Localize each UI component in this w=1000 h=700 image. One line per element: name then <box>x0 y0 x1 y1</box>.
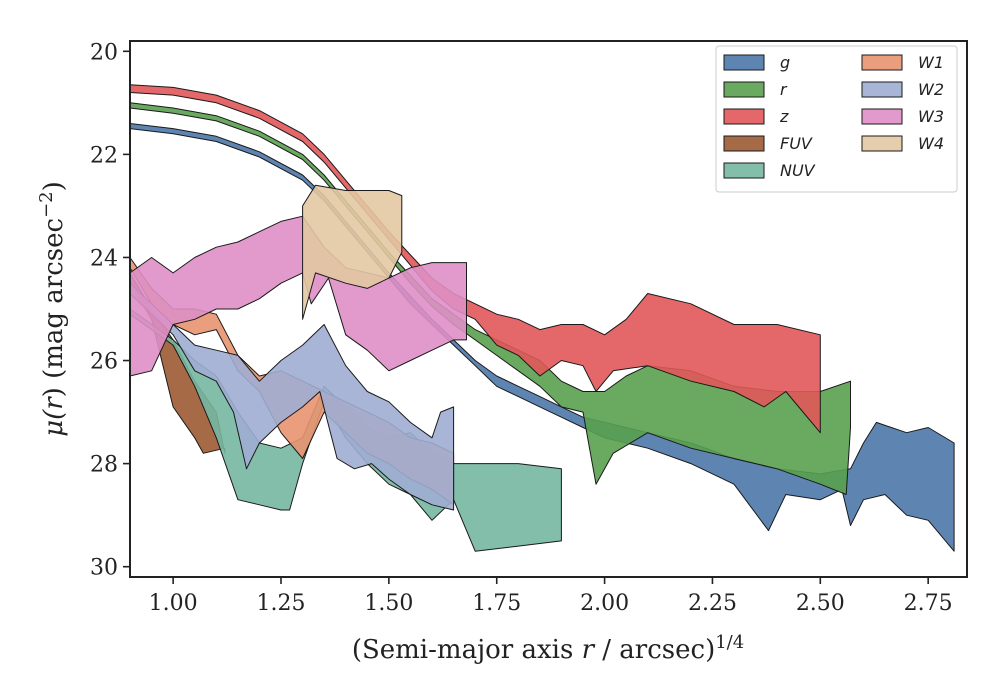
legend-label-w1: W1 <box>918 53 944 72</box>
y-axis: 20 22 24 26 28 30 <box>90 40 130 581</box>
x-axis: 1.00 1.25 1.50 1.75 2.00 2.25 2.50 2.75 <box>149 577 953 616</box>
y-tick-label: 28 <box>90 453 118 478</box>
x-tick-label: 2.00 <box>580 591 629 616</box>
legend-swatch-w4 <box>861 135 903 152</box>
band-w2 <box>129 282 455 511</box>
band-w4 <box>302 184 403 320</box>
legend-swatch-w2 <box>861 81 903 98</box>
x-tick-label: 1.50 <box>364 591 413 616</box>
legend-swatch-fuv <box>723 135 765 152</box>
legend-label-w4: W4 <box>918 134 944 153</box>
svg-text:μ(r) (mag arcsec−2): μ(r) (mag arcsec−2) <box>36 181 69 437</box>
y-tick-label: 30 <box>90 556 118 581</box>
x-tick-label: 1.75 <box>472 591 521 616</box>
y-tick-label: 26 <box>90 350 118 375</box>
legend-swatch-w1 <box>861 54 903 71</box>
legend-label-fuv: FUV <box>780 134 813 153</box>
legend-label-nuv: NUV <box>780 161 816 180</box>
x-tick-label: 1.25 <box>257 591 306 616</box>
legend: grz FUV NUV W1 W2 W3 W4 <box>715 45 958 193</box>
x-tick-label: 2.75 <box>904 591 953 616</box>
band-w3 <box>129 215 467 377</box>
legend-label-z: z <box>779 107 789 126</box>
x-axis-label: (Semi-major axis r / arcsec)1/4 <box>352 632 744 665</box>
legend-swatch-nuv <box>723 162 765 179</box>
legend-swatch-r <box>723 81 765 98</box>
legend-label-w3: W3 <box>918 107 944 126</box>
plot-frame <box>129 40 968 578</box>
legend-swatch-g <box>723 54 765 71</box>
y-tick-label: 20 <box>90 40 118 65</box>
plot-bands <box>129 84 955 552</box>
y-tick-label: 24 <box>90 246 118 271</box>
legend-swatch-w3 <box>861 108 903 125</box>
legend-label-r: r <box>780 80 788 99</box>
legend-label-w2: W2 <box>918 80 944 99</box>
legend-swatch-z <box>723 108 765 125</box>
y-tick-label: 22 <box>90 143 118 168</box>
y-axis-label: μ(r) (mag arcsec−2) <box>36 181 69 437</box>
legend-label-g: g <box>780 53 790 72</box>
x-tick-label: 2.50 <box>796 591 845 616</box>
x-tick-label: 1.00 <box>149 591 198 616</box>
x-tick-label: 2.25 <box>688 591 737 616</box>
